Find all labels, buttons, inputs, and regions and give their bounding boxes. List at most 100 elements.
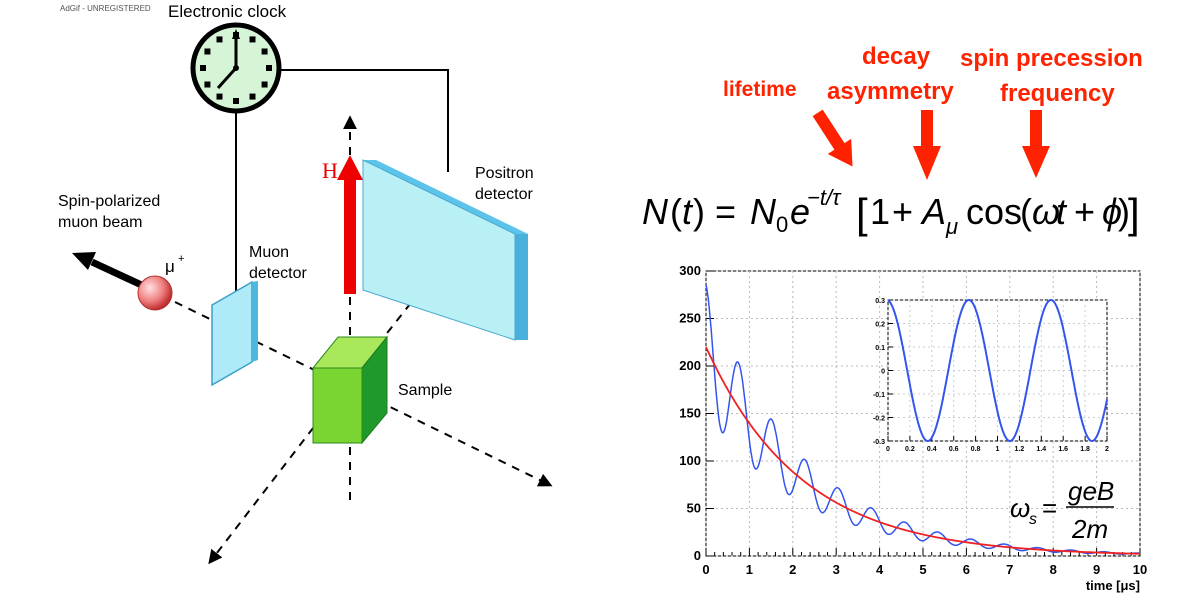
main-y-tick-label: 100 bbox=[679, 453, 701, 468]
experiment-diagram: H μ + Electronic clock Spin-polarized mu… bbox=[58, 2, 553, 565]
clock-hour-mark bbox=[261, 81, 268, 88]
clock-hour-mark bbox=[249, 36, 256, 43]
asymmetry-arrow bbox=[913, 110, 941, 180]
inset-x-tick-label: 1.4 bbox=[1036, 446, 1046, 453]
positron-detector-label-line1: Positron bbox=[475, 165, 534, 182]
eq-open-paren2: ( bbox=[1020, 191, 1032, 232]
frequency-arrow bbox=[1022, 110, 1050, 178]
omega-s-subscript: s bbox=[1029, 511, 1037, 528]
main-y-tick-label: 0 bbox=[694, 548, 701, 563]
clock-label: Electronic clock bbox=[168, 2, 287, 21]
positron-detector bbox=[362, 159, 528, 341]
inset-y-tick-label: -0.2 bbox=[873, 416, 885, 423]
clock-hour-mark bbox=[204, 81, 211, 88]
inset-y-tick-label: 0 bbox=[881, 369, 885, 376]
main-x-tick-label: 3 bbox=[833, 562, 840, 577]
muon-detector-label-line2: detector bbox=[249, 265, 307, 282]
omega-s: ω bbox=[1010, 493, 1030, 523]
eq-t: t bbox=[682, 191, 694, 232]
formula-denominator: 2m bbox=[1071, 514, 1108, 544]
decay-label-line2: asymmetry bbox=[827, 78, 954, 105]
inset-x-tick-label: 0 bbox=[886, 446, 890, 453]
clock-hour-mark bbox=[261, 48, 268, 55]
main-y-tick-label: 200 bbox=[679, 358, 701, 373]
inset-x-tick-label: 0.8 bbox=[971, 446, 981, 453]
spin-label-line2: frequency bbox=[1000, 80, 1115, 107]
main-x-tick-label: 5 bbox=[919, 562, 926, 577]
beam-arrow-head bbox=[72, 252, 96, 270]
eq-cos: cos bbox=[966, 191, 1022, 232]
oscillating-signal-line bbox=[705, 284, 1141, 555]
eq-zero: 0 bbox=[776, 212, 788, 237]
eq-mu: μ bbox=[945, 214, 958, 239]
eq-open-bracket: [ bbox=[856, 190, 868, 237]
clock-hour-mark bbox=[216, 36, 223, 43]
eq-N0: N bbox=[750, 191, 777, 232]
inset-y-tick-label: 0.3 bbox=[875, 298, 885, 305]
eq-e: e bbox=[790, 191, 810, 232]
positron-detector-wire bbox=[268, 69, 449, 172]
eq-plus: + bbox=[892, 191, 913, 232]
main-x-tick-label: 1 bbox=[746, 562, 753, 577]
main-x-tick-label: 10 bbox=[1133, 562, 1147, 577]
main-x-tick-label: 0 bbox=[702, 562, 709, 577]
clock-hour-mark bbox=[204, 48, 211, 55]
annotation-arrows bbox=[812, 109, 1050, 180]
decay-label-line1: decay bbox=[862, 43, 931, 70]
main-x-tick-label: 8 bbox=[1050, 562, 1057, 577]
main-x-tick-label: 2 bbox=[789, 562, 796, 577]
main-x-tick-label: 6 bbox=[963, 562, 970, 577]
inset-x-tick-label: 1 bbox=[996, 446, 1000, 453]
eq-A: A bbox=[920, 191, 946, 232]
exponential-decay-line bbox=[705, 346, 1140, 555]
eq-close-bracket: ] bbox=[1128, 190, 1140, 237]
main-y-tick-label: 300 bbox=[679, 263, 701, 278]
main-x-axis-label: time [μs] bbox=[1086, 578, 1140, 593]
eq-close-paren: ) bbox=[693, 191, 705, 232]
eq-close-paren2: ) bbox=[1118, 191, 1130, 232]
spin-label-line1: spin precession bbox=[960, 45, 1143, 72]
eq-equals: = bbox=[715, 191, 736, 232]
muon-detector-label-line1: Muon bbox=[249, 244, 289, 261]
inset-x-tick-label: 1.8 bbox=[1080, 446, 1090, 453]
main-y-tick-label: 250 bbox=[679, 311, 701, 326]
depth-axis-back bbox=[349, 255, 449, 381]
main-y-tick-label: 50 bbox=[687, 501, 701, 516]
beam-axis-arrow bbox=[174, 301, 553, 487]
eq-t2: t bbox=[1056, 191, 1068, 232]
muon-particle bbox=[137, 275, 173, 311]
inset-x-tick-label: 2 bbox=[1105, 446, 1109, 453]
inset-x-tick-label: 0.6 bbox=[949, 446, 959, 453]
positron-detector-label-line2: detector bbox=[475, 186, 533, 203]
sample-label: Sample bbox=[398, 382, 452, 399]
muon-symbol: μ bbox=[165, 257, 175, 276]
eq-exponent: −t/τ bbox=[807, 185, 842, 210]
muon-detector bbox=[211, 280, 258, 387]
eq-N: N bbox=[642, 191, 669, 232]
clock-hour-mark bbox=[200, 65, 206, 71]
lifetime-label: lifetime bbox=[723, 78, 797, 101]
inset-y-tick-label: 0.2 bbox=[875, 322, 885, 329]
inset-x-tick-label: 0.4 bbox=[927, 446, 937, 453]
sample-cube bbox=[311, 335, 389, 445]
clock-hour-mark bbox=[249, 93, 256, 100]
field-label: H bbox=[322, 158, 338, 183]
beam-label-line2: muon beam bbox=[58, 214, 143, 231]
formula-numerator: geB bbox=[1068, 476, 1114, 506]
decay-equation: N ( t ) = N 0 e −t/τ [ 1 + A μ cos ( ω t… bbox=[642, 185, 1140, 239]
larmor-formula: ω s = geB 2m bbox=[1010, 476, 1114, 544]
beam-label-line1: Spin-polarized bbox=[58, 193, 160, 210]
inset-x-tick-label: 1.6 bbox=[1058, 446, 1068, 453]
clock-hour-mark bbox=[216, 93, 223, 100]
inset-y-tick-label: -0.1 bbox=[873, 392, 885, 399]
asymmetry-line bbox=[887, 299, 1108, 442]
main-x-tick-label: 9 bbox=[1093, 562, 1100, 577]
inset-x-tick-label: 1.2 bbox=[1015, 446, 1025, 453]
main-x-tick-label: 4 bbox=[876, 562, 884, 577]
main-x-tick-label: 7 bbox=[1006, 562, 1013, 577]
inset-y-tick-label: -0.3 bbox=[873, 439, 885, 446]
lifetime-arrow bbox=[812, 109, 853, 167]
equation-annotations: lifetime decay asymmetry spin precession… bbox=[723, 43, 1143, 107]
magnetic-field-arrow bbox=[337, 155, 363, 294]
